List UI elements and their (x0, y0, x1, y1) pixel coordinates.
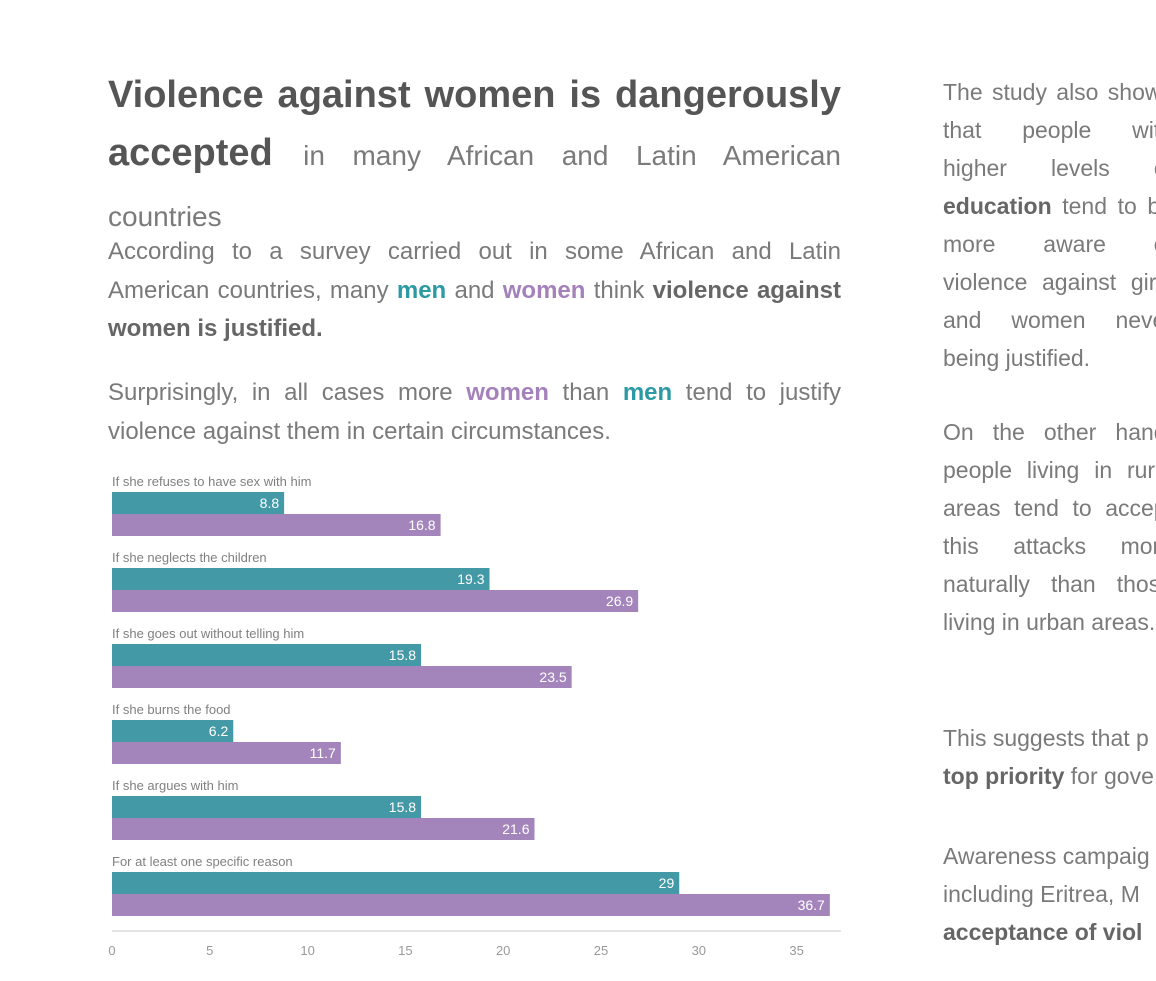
women-highlight-2: women (466, 379, 549, 406)
men-bar (112, 492, 285, 514)
data-label: 15.8 (389, 799, 416, 815)
women-bar (112, 666, 572, 688)
than-word: than (562, 379, 610, 406)
data-label: 11.7 (310, 745, 336, 761)
data-label: 6.2 (209, 723, 229, 739)
women-bar (112, 590, 639, 612)
men-bar (112, 796, 422, 818)
side-text-1: The study also shows that people with hi… (943, 79, 1156, 181)
x-tick-label: 0 (108, 943, 115, 958)
title-rest: in many African and Latin American count… (108, 140, 841, 232)
women-bar (112, 742, 341, 764)
intro-text: According to a survey carried out in som… (108, 238, 841, 304)
side-text-1b: tend to be more aware of violence agains… (943, 193, 1156, 371)
x-tick-label: 15 (398, 943, 412, 958)
women-highlight: women (502, 276, 586, 304)
acceptance-highlight: acceptance of viol (943, 919, 1143, 945)
category-label: If she burns the food (112, 702, 231, 717)
think-word: think (593, 276, 645, 304)
x-tick-label: 10 (300, 943, 314, 958)
men-highlight-2: men (622, 379, 673, 406)
and-word: and (454, 276, 495, 304)
x-tick-label: 35 (789, 943, 803, 958)
women-bar (112, 894, 830, 916)
data-label: 29 (659, 875, 675, 891)
data-label: 15.8 (389, 647, 416, 663)
side-text-3: This suggests that p (943, 725, 1149, 751)
side-paragraph-1: The study also shows that people with hi… (943, 73, 1156, 377)
surprise-text: Surprisingly, in all cases more (108, 379, 453, 406)
bar-chart: If she refuses to have sex with him 8.8 16… (108, 474, 841, 958)
women-bar (112, 818, 535, 840)
top-priority-highlight: top priority (943, 763, 1065, 789)
side-text-4: Awareness campaig (943, 843, 1150, 869)
data-label: 19.3 (457, 571, 484, 587)
side-paragraph-4: Awareness campaig including Eritrea, M acc… (943, 837, 1156, 951)
side-paragraph-3: This suggests that p top priority for gov… (943, 719, 1156, 795)
data-label: 26.9 (606, 593, 633, 609)
side-text-3b: for gove (1070, 763, 1154, 789)
x-tick-label: 20 (496, 943, 510, 958)
x-tick-label: 25 (594, 943, 608, 958)
category-label: If she neglects the children (112, 550, 267, 565)
women-bar (112, 514, 441, 536)
data-label: 21.6 (502, 821, 529, 837)
category-label: If she argues with him (112, 778, 238, 793)
page-title: Violence against women is dangerously ac… (108, 66, 841, 246)
side-paragraph-2: On the other hand, people living in rura… (943, 419, 1156, 635)
data-label: 23.5 (539, 669, 566, 685)
category-label: If she refuses to have sex with him (112, 474, 311, 489)
men-bar (112, 872, 680, 894)
violence-justified-text: violence against women is justified. (108, 276, 841, 343)
intro-paragraph-2: Surprisingly, in all cases more women th… (108, 374, 841, 451)
men-bar (112, 720, 234, 742)
x-tick-label: 30 (692, 943, 706, 958)
data-label: 8.8 (260, 495, 280, 511)
category-label: For at least one specific reason (112, 854, 293, 869)
category-label: If she goes out without telling him (112, 626, 304, 641)
men-highlight: men (396, 276, 447, 304)
men-bar (112, 568, 490, 590)
men-bar (112, 644, 422, 666)
side-text-4b: including Eritrea, M (943, 881, 1140, 907)
data-label: 36.7 (798, 897, 825, 913)
intro-paragraph-1: According to a survey carried out in som… (108, 233, 841, 349)
data-label: 16.8 (408, 517, 435, 533)
title-bold: Violence against women is dangerously ac… (108, 74, 841, 174)
x-tick-label: 5 (206, 943, 213, 958)
education-highlight: education (943, 193, 1052, 219)
justify-text: tend to justify violence against them in… (108, 379, 842, 445)
